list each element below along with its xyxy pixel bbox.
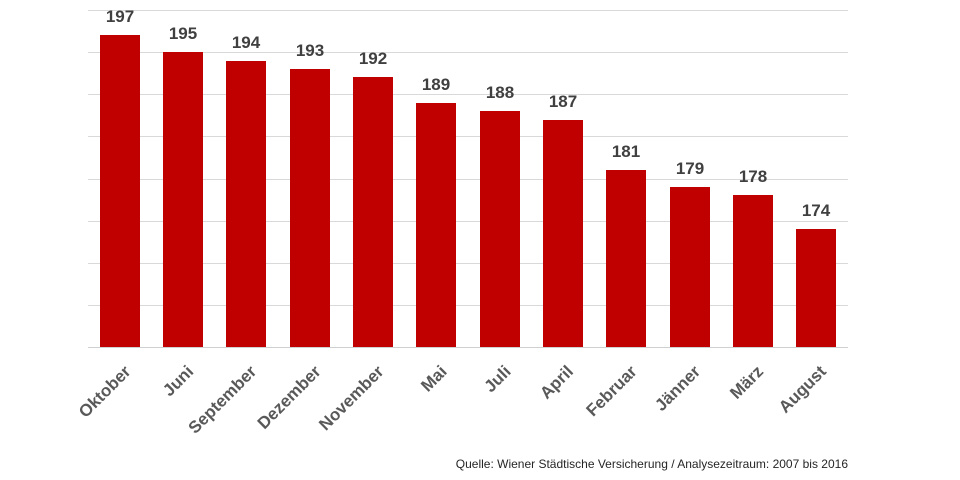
category-label: Juni: [159, 361, 198, 401]
data-label: 189: [421, 75, 451, 94]
bar-april: [543, 120, 583, 347]
bar-dezember: [290, 69, 330, 347]
bar-oktober: [100, 35, 140, 347]
bar-jänner: [670, 187, 710, 347]
data-label: 179: [675, 159, 705, 178]
data-label: 193: [295, 41, 325, 60]
gridline: [88, 10, 848, 11]
category-label: Dezember: [253, 361, 325, 433]
source-note: Quelle: Wiener Städtische Versicherung /…: [455, 457, 848, 471]
gridline: [88, 52, 848, 53]
category-label: Februar: [582, 361, 641, 421]
category-label: Jänner: [651, 361, 705, 415]
gridline: [88, 179, 848, 180]
category-label: April: [536, 361, 578, 403]
gridline: [88, 263, 848, 264]
gridline: [88, 94, 848, 95]
x-axis-baseline: [88, 347, 848, 348]
bar-november: [353, 77, 393, 347]
bar-september: [226, 61, 266, 347]
data-label: 187: [548, 92, 578, 111]
data-label: 192: [358, 49, 388, 68]
category-label: November: [315, 361, 388, 435]
data-label: 194: [231, 33, 261, 52]
data-label: 181: [611, 142, 641, 161]
gridline: [88, 305, 848, 306]
category-label: März: [726, 361, 768, 403]
data-label: 197: [105, 7, 135, 26]
category-label: Mai: [417, 361, 451, 396]
bar-juni: [163, 52, 203, 347]
bar-mai: [416, 103, 456, 347]
data-label: 188: [485, 83, 515, 102]
bar-august: [796, 229, 836, 347]
data-label: 195: [168, 24, 198, 43]
data-label: 178: [738, 167, 768, 186]
data-label: 174: [801, 201, 831, 220]
gridline: [88, 221, 848, 222]
bar-juli: [480, 111, 520, 347]
gridline: [88, 136, 848, 137]
bar-februar: [606, 170, 646, 347]
category-label: Oktober: [75, 361, 135, 422]
category-label: Juli: [480, 361, 515, 397]
category-label: August: [775, 361, 830, 417]
bar-märz: [733, 195, 773, 347]
